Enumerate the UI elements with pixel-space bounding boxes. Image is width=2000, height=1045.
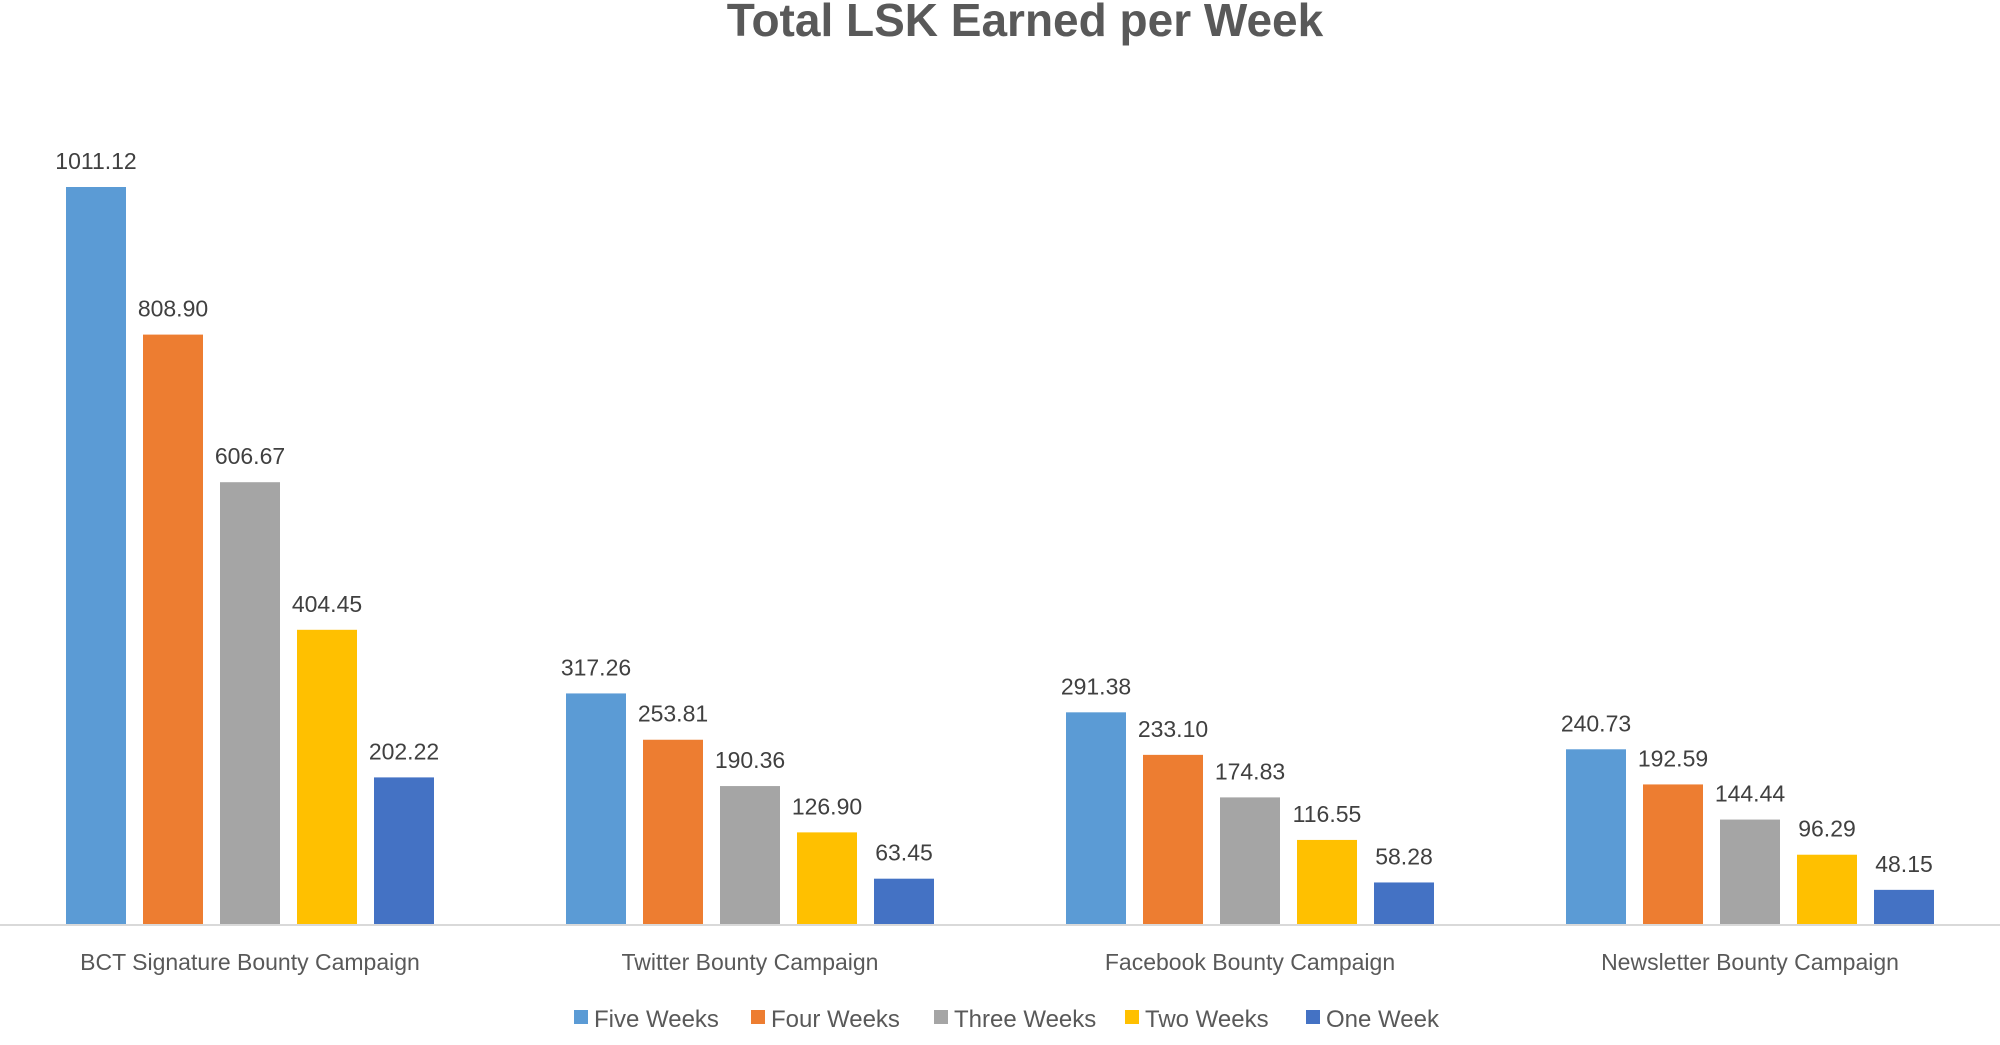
category-label: BCT Signature Bounty Campaign <box>80 949 420 975</box>
data-label: 126.90 <box>792 793 862 819</box>
legend-label: Three Weeks <box>954 1006 1096 1033</box>
bar-3-3 <box>1797 854 1857 925</box>
bar-0-3 <box>1566 749 1626 925</box>
data-labels-layer: 1011.12 808.90 606.67 404.45 202.22 317.26 253… <box>55 148 1933 877</box>
bar-2-0 <box>220 482 280 925</box>
bar-2-3 <box>1720 819 1780 925</box>
data-label: 58.28 <box>1375 843 1433 869</box>
legend-swatch <box>1125 1010 1139 1024</box>
bar-0-1 <box>566 693 626 925</box>
data-label: 253.81 <box>638 701 708 727</box>
data-label: 63.45 <box>875 840 933 866</box>
bar-3-0 <box>297 629 357 925</box>
legend-label: Five Weeks <box>594 1006 719 1033</box>
bar-4-0 <box>374 777 434 925</box>
bars-layer <box>66 187 1934 926</box>
data-label: 48.15 <box>1875 851 1933 877</box>
legend-swatch <box>1306 1010 1320 1024</box>
bar-3-2 <box>1297 839 1357 925</box>
legend-swatch <box>574 1010 588 1024</box>
data-label: 233.10 <box>1138 716 1208 742</box>
bar-0-2 <box>1066 712 1126 925</box>
data-label: 606.67 <box>215 443 285 469</box>
category-labels-layer: BCT Signature Bounty Campaign Twitter Bou… <box>80 949 1899 975</box>
legend-swatch <box>934 1010 948 1024</box>
bar-3-1 <box>797 832 857 925</box>
data-label: 144.44 <box>1715 781 1786 807</box>
data-label: 404.45 <box>292 591 362 617</box>
chart-title: Total LSK Earned per Week <box>727 0 1324 46</box>
data-label: 317.26 <box>561 654 631 680</box>
data-label: 202.22 <box>369 738 439 764</box>
bar-0-0 <box>66 187 126 925</box>
bar-4-2 <box>1374 882 1434 925</box>
bar-1-2 <box>1143 754 1203 925</box>
bar-1-0 <box>143 334 203 926</box>
legend-label: One Week <box>1326 1006 1440 1033</box>
data-label: 174.83 <box>1215 758 1285 784</box>
data-label: 116.55 <box>1293 801 1362 827</box>
bar-1-3 <box>1643 784 1703 925</box>
bar-2-1 <box>720 786 780 925</box>
data-label: 192.59 <box>1638 745 1708 771</box>
data-label: 190.36 <box>715 747 785 773</box>
bar-4-3 <box>1874 889 1934 925</box>
data-label: 240.73 <box>1561 710 1631 736</box>
data-label: 291.38 <box>1061 673 1131 699</box>
legend-label: Two Weeks <box>1145 1006 1269 1033</box>
legend-label: Four Weeks <box>771 1006 900 1033</box>
bar-1-1 <box>643 739 703 925</box>
category-label: Twitter Bounty Campaign <box>622 949 879 975</box>
data-label: 1011.12 <box>55 148 136 174</box>
legend: Five Weeks Four Weeks Three Weeks Two Weeks… <box>574 1006 1440 1033</box>
bar-2-2 <box>1220 797 1280 925</box>
category-label: Newsletter Bounty Campaign <box>1601 949 1899 975</box>
legend-swatch <box>751 1010 765 1024</box>
data-label: 96.29 <box>1798 816 1856 842</box>
category-label: Facebook Bounty Campaign <box>1105 949 1395 975</box>
bar-4-1 <box>874 878 934 925</box>
data-label: 808.90 <box>138 296 208 322</box>
